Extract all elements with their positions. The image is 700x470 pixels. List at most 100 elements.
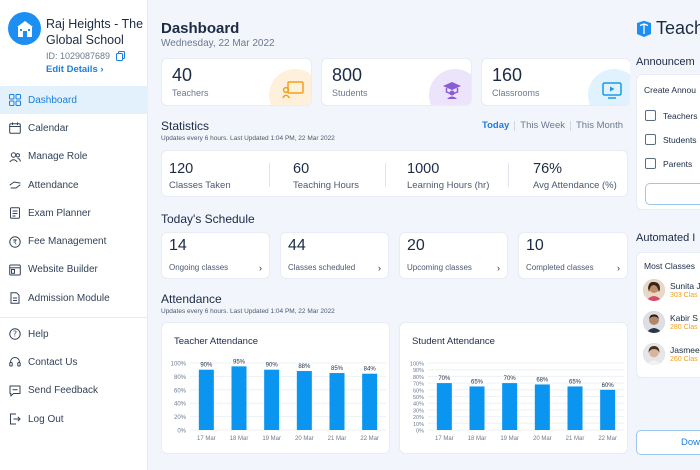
sidebar-item-label: Dashboard xyxy=(28,94,77,106)
teacher-class-count: 303 Clas xyxy=(670,292,698,299)
announcements-title: Announcem xyxy=(636,56,695,68)
copy-icon[interactable] xyxy=(115,51,125,61)
schedule-value: 20 xyxy=(407,237,425,254)
page-title: Dashboard xyxy=(161,20,240,37)
hand-icon xyxy=(9,181,21,189)
kpi-card-students[interactable]: 800 Students xyxy=(321,58,472,106)
sidebar-item-label: Attendance xyxy=(28,179,79,191)
x-tick-label: 18 Mar xyxy=(230,436,249,442)
bar xyxy=(600,389,616,430)
schedule-card-scheduled[interactable]: 44 Classes scheduled › xyxy=(280,232,389,279)
schedule-card-ongoing[interactable]: 14 Ongoing classes › xyxy=(161,232,270,279)
tab-this-month[interactable]: This Month xyxy=(576,120,623,131)
schedule-label: Upcoming classes xyxy=(407,263,472,272)
schedule-label: Classes scheduled xyxy=(288,263,356,272)
y-tick-label: 60% xyxy=(174,388,187,394)
checkbox-students[interactable] xyxy=(645,134,656,145)
sidebar-item-log-out[interactable]: Log Out xyxy=(0,405,148,433)
y-tick-label: 90% xyxy=(413,368,424,374)
sidebar-item-help[interactable]: ? Help xyxy=(0,320,148,348)
teacher-attendance-card: Teacher Attendance 0% 20% 40% 60% 80% 100% 90%… xyxy=(161,322,390,454)
sidebar-item-label: Contact Us xyxy=(28,356,78,368)
sidebar: Raj Heights - The Global School ID: 1029… xyxy=(0,0,148,470)
most-classes-label: Most Classes xyxy=(644,261,696,271)
sidebar-item-fee-management[interactable]: ₹ Fee Management xyxy=(0,227,148,255)
kpi-card-classrooms[interactable]: 160 Classrooms xyxy=(481,58,631,106)
bar xyxy=(534,384,550,430)
tab-separator xyxy=(514,120,516,131)
avatar xyxy=(643,279,665,301)
teacher-class-count: 280 Clas xyxy=(670,324,698,331)
download-button[interactable]: Dow xyxy=(636,430,700,455)
kpi-card-teachers[interactable]: 40 Teachers xyxy=(161,58,312,106)
stat-value: 120 xyxy=(169,161,194,177)
tab-today[interactable]: Today xyxy=(482,120,510,131)
edit-details-label: Edit Details xyxy=(46,64,98,75)
sidebar-nav: Dashboard Calendar Manage Role Attendanc… xyxy=(0,86,148,312)
sidebar-bottom-nav: ? Help Contact Us Send Feedback Log Out xyxy=(0,320,148,433)
stat-divider xyxy=(385,163,386,187)
exam-icon xyxy=(10,207,20,220)
kpi-label: Classrooms xyxy=(492,88,540,98)
school-building-icon xyxy=(16,20,33,37)
y-tick-label: 40% xyxy=(413,402,424,408)
sidebar-item-send-feedback[interactable]: Send Feedback xyxy=(0,377,148,405)
sidebar-item-admission-module[interactable]: Admission Module xyxy=(0,284,148,312)
sidebar-item-website-builder[interactable]: Website Builder xyxy=(0,256,148,284)
create-announcement-button[interactable] xyxy=(645,183,700,205)
x-tick-label: 17 Mar xyxy=(197,436,216,442)
statistics-title: Statistics xyxy=(161,119,210,133)
sidebar-item-attendance[interactable]: Attendance xyxy=(0,171,148,199)
x-tick-label: 20 Mar xyxy=(533,436,552,442)
bar xyxy=(198,369,214,430)
calendar-icon xyxy=(9,122,21,135)
schedule-card-upcoming[interactable]: 20 Upcoming classes › xyxy=(399,232,508,279)
x-tick-label: 21 Mar xyxy=(328,436,347,442)
automated-card: Most Classes Sunita J 303 Clas Kabir S 2… xyxy=(636,252,700,378)
stat-label: Learning Hours (hr) xyxy=(407,180,490,191)
checkbox-parents[interactable] xyxy=(645,158,656,169)
stat-value: 1000 xyxy=(407,161,440,177)
stat-value: 76% xyxy=(533,161,563,177)
chevron-right-icon: › xyxy=(100,64,104,75)
school-name: Raj Heights - The Global School xyxy=(46,17,144,47)
tab-this-week[interactable]: This Week xyxy=(520,120,565,131)
bar-data-label: 60% xyxy=(602,383,615,389)
school-logo xyxy=(8,12,41,45)
sidebar-item-calendar[interactable]: Calendar xyxy=(0,114,148,142)
y-tick-label: 0% xyxy=(177,429,186,435)
bar xyxy=(231,366,247,430)
sidebar-item-dashboard[interactable]: Dashboard xyxy=(0,86,148,115)
option-students-label: Students xyxy=(663,135,697,145)
bar-data-label: 65% xyxy=(471,379,484,385)
statistics-card: 120 Classes Taken 60 Teaching Hours 1000… xyxy=(161,150,628,197)
bar-data-label: 70% xyxy=(438,376,451,382)
y-tick-label: 60% xyxy=(413,388,424,394)
checkbox-teachers[interactable] xyxy=(645,110,656,121)
classroom-screen-icon xyxy=(602,82,622,99)
y-tick-label: 100% xyxy=(410,362,424,368)
option-teachers-label: Teachers xyxy=(663,111,698,121)
y-tick-label: 40% xyxy=(174,402,187,408)
teacher-name: Sunita J xyxy=(670,281,700,291)
logout-icon xyxy=(10,413,21,425)
announcements-card: Create Annou Teachers Students Parents xyxy=(636,74,700,210)
stat-label: Teaching Hours xyxy=(293,180,360,191)
feedback-icon xyxy=(9,385,21,397)
stat-label: Classes Taken xyxy=(169,180,231,191)
y-tick-label: 70% xyxy=(413,382,424,388)
sidebar-item-label: Admission Module xyxy=(28,292,110,304)
bar-data-label: 68% xyxy=(536,377,549,383)
schedule-value: 10 xyxy=(526,237,544,254)
schedule-card-completed[interactable]: 10 Completed classes › xyxy=(518,232,628,279)
bar xyxy=(469,386,485,430)
sidebar-item-label: Exam Planner xyxy=(28,207,91,219)
edit-details-link[interactable]: Edit Details › xyxy=(46,64,104,75)
document-icon xyxy=(10,292,20,305)
student-attendance-chart: 0%10%20%30%40%50%60%70%80%90%100%70%17 M… xyxy=(410,362,624,442)
sidebar-item-exam-planner[interactable]: Exam Planner xyxy=(0,199,148,227)
sidebar-item-label: Fee Management xyxy=(28,236,107,248)
sidebar-item-contact-us[interactable]: Contact Us xyxy=(0,348,148,376)
graduation-cap-icon xyxy=(443,82,461,99)
sidebar-item-manage-role[interactable]: Manage Role xyxy=(0,143,148,171)
